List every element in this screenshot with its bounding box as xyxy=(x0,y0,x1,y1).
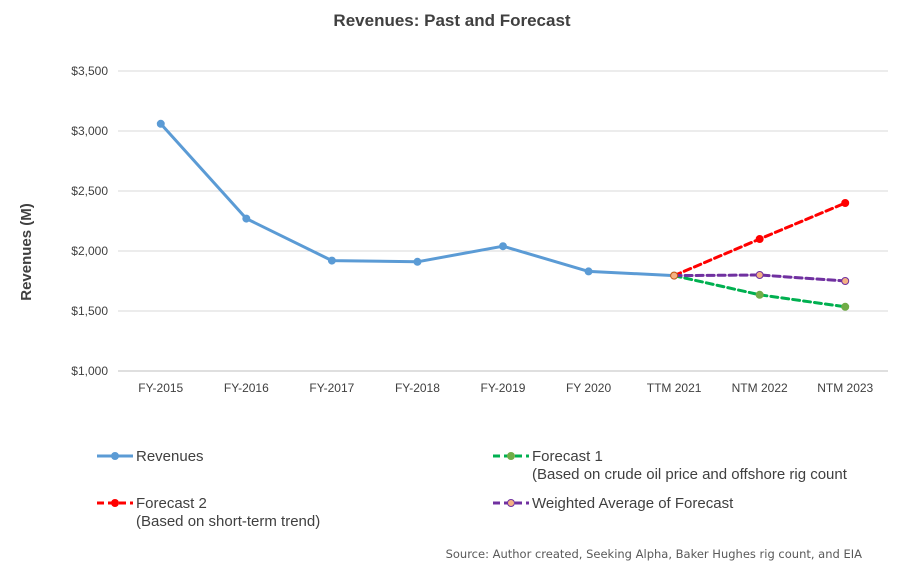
data-point xyxy=(841,277,850,285)
data-point xyxy=(755,290,764,299)
y-axis-title: Revenues (M) xyxy=(18,203,35,301)
gridlines xyxy=(118,70,888,372)
legend-label: Weighted Average of Forecast xyxy=(532,495,734,512)
y-tick-label: $2,000 xyxy=(71,244,108,258)
series-line xyxy=(672,273,847,283)
legend-sublabel: (Based on short-term trend) xyxy=(136,513,320,530)
x-tick-label: FY-2019 xyxy=(481,381,526,395)
data-point xyxy=(499,242,507,251)
x-tick-label: FY-2018 xyxy=(395,381,440,395)
legend: Revenues Forecast 1(Based on crude oil pr… xyxy=(97,448,848,530)
y-tick-label: $1,000 xyxy=(71,364,108,378)
legend-swatch-marker xyxy=(507,499,515,507)
legend-swatch-marker xyxy=(111,452,119,460)
series-layer xyxy=(156,119,850,311)
series-revenues xyxy=(156,119,679,280)
legend-item: Forecast 1(Based on crude oil price and … xyxy=(493,448,848,483)
data-point xyxy=(755,271,764,279)
source-note: Source: Author created, Seeking Alpha, B… xyxy=(446,547,863,561)
legend-item: Weighted Average of Forecast xyxy=(493,495,734,512)
x-tick-label: FY-2015 xyxy=(138,381,183,395)
y-tick-label: $1,500 xyxy=(71,304,108,318)
legend-swatch-marker xyxy=(111,499,119,507)
series-forecast-2 xyxy=(672,199,850,278)
chart-title: Revenues: Past and Forecast xyxy=(333,11,570,30)
series-weighted-average-of-forecast xyxy=(672,271,850,285)
y-tick-labels: $1,000 $1,500 $2,000 $2,500 $3,000 $3,500 xyxy=(71,64,108,378)
legend-swatch-marker xyxy=(507,452,515,460)
x-tick-label: FY 2020 xyxy=(566,381,611,395)
data-point xyxy=(841,199,850,207)
data-point xyxy=(841,302,850,311)
data-point xyxy=(327,256,336,265)
x-tick-labels: FY-2015 FY-2016 FY-2017 FY-2018 FY-2019 FY 20… xyxy=(138,381,873,395)
legend-label: Forecast 1 xyxy=(532,448,603,465)
legend-label: Revenues xyxy=(136,448,204,465)
data-point xyxy=(755,235,764,243)
y-tick-label: $3,000 xyxy=(71,124,108,138)
y-tick-label: $3,500 xyxy=(71,64,108,78)
y-tick-label: $2,500 xyxy=(71,184,108,198)
legend-item: Revenues xyxy=(97,448,204,465)
x-tick-label: TTM 2021 xyxy=(647,381,702,395)
data-point xyxy=(156,119,165,128)
series-forecast-1 xyxy=(672,274,850,311)
data-point xyxy=(584,267,593,276)
x-tick-label: NTM 2023 xyxy=(817,381,873,395)
x-tick-label: FY-2017 xyxy=(309,381,354,395)
x-tick-label: NTM 2022 xyxy=(732,381,788,395)
x-tick-label: FY-2016 xyxy=(224,381,269,395)
data-point xyxy=(242,214,251,223)
series-line xyxy=(159,122,676,278)
data-point xyxy=(670,271,679,280)
legend-label: Forecast 2 xyxy=(136,495,207,512)
data-point xyxy=(413,257,422,266)
legend-sublabel: (Based on crude oil price and offshore r… xyxy=(532,466,848,483)
legend-item: Forecast 2(Based on short-term trend) xyxy=(97,495,320,530)
